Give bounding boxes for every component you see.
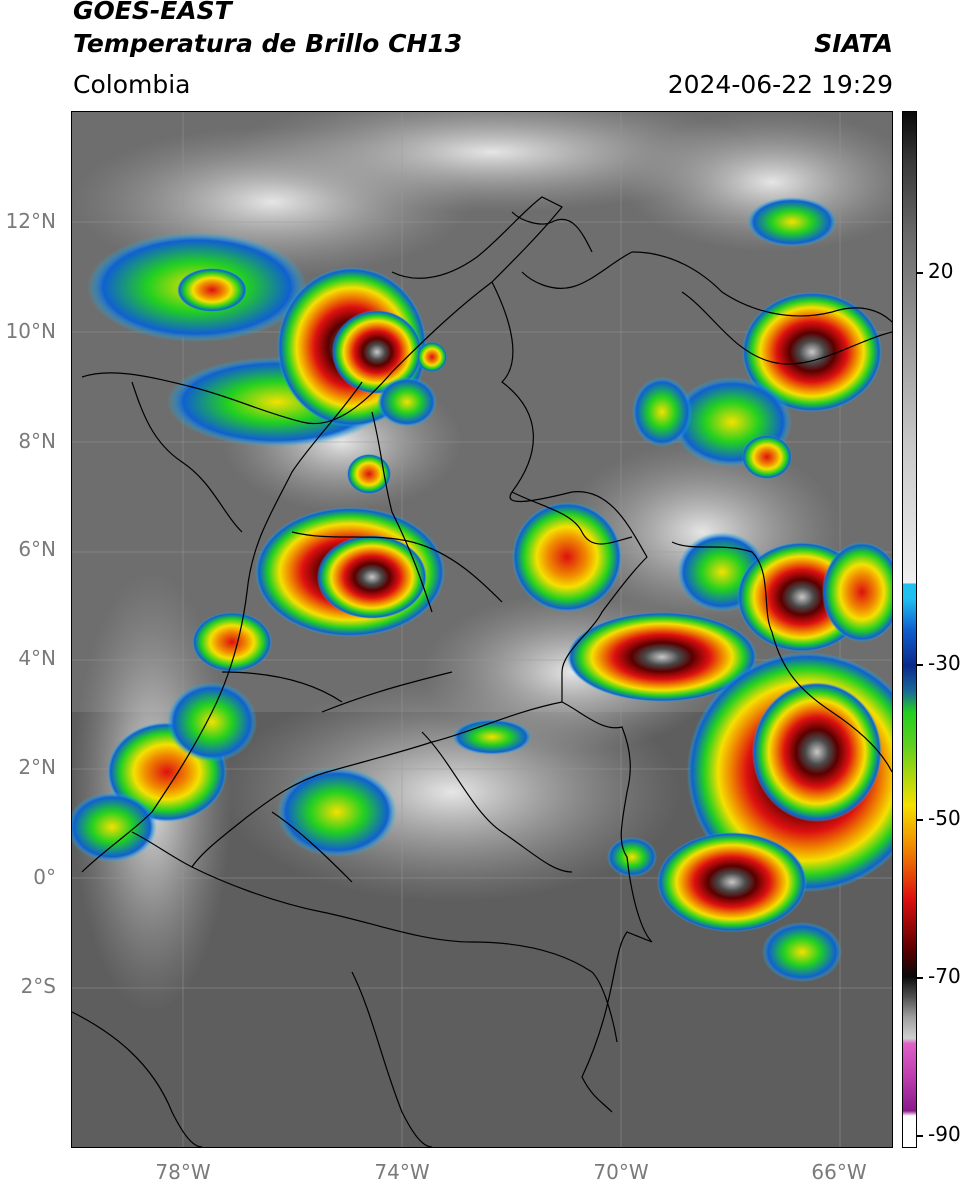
colorbar-label-minus90: -90 <box>928 1122 961 1146</box>
satellite-title: GOES-EAST <box>73 0 232 25</box>
borders <box>72 196 892 1147</box>
lat-label-10n: 10°N <box>5 319 56 343</box>
lat-label-4n: 4°N <box>18 646 56 670</box>
colorbar-tick-minus50 <box>917 819 923 821</box>
convective-cells <box>72 197 892 982</box>
lon-label-70w: 70°W <box>593 1160 649 1184</box>
lat-label-12n: 12°N <box>5 209 56 233</box>
region-label: Colombia <box>73 70 191 99</box>
product-title: Temperatura de Brillo CH13 <box>73 29 463 58</box>
lon-label-66w: 66°W <box>811 1160 867 1184</box>
colorbar-label-20: 20 <box>928 259 954 283</box>
satellite-map[interactable] <box>71 111 893 1148</box>
datetime-label: 2024-06-22 19:29 <box>667 70 893 99</box>
colorbar-label-minus50: -50 <box>928 806 961 830</box>
colorbar-label-minus30: -30 <box>928 651 961 675</box>
lat-label-2s: 2°S <box>20 974 56 998</box>
map-canvas <box>72 112 892 1147</box>
colorbar-tick-minus90 <box>917 1135 923 1137</box>
lon-label-78w: 78°W <box>155 1160 211 1184</box>
colorbar <box>902 111 917 1148</box>
colorbar-tick-minus30 <box>917 664 923 666</box>
lat-label-8n: 8°N <box>18 429 56 453</box>
source-label: SIATA <box>814 29 893 58</box>
lat-label-0: 0° <box>33 865 56 889</box>
lat-label-2n: 2°N <box>18 755 56 779</box>
colorbar-tick-minus70 <box>917 977 923 979</box>
lon-label-74w: 74°W <box>374 1160 430 1184</box>
colorbar-label-minus70: -70 <box>928 964 961 988</box>
lat-label-6n: 6°N <box>18 537 56 561</box>
colorbar-tick-20 <box>917 272 923 274</box>
